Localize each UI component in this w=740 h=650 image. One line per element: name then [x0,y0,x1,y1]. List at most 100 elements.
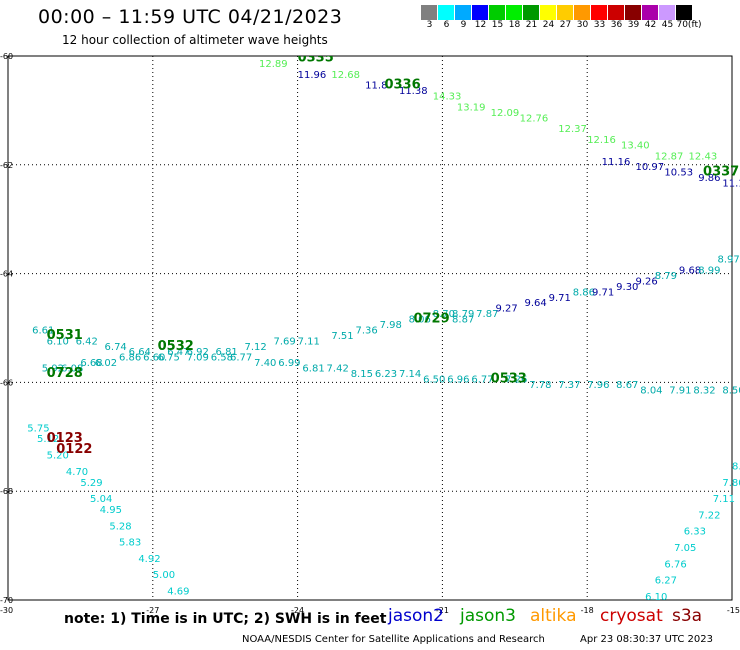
swh-value-label: 6.92 [187,347,209,358]
swh-value-label: 8.15 [351,369,373,380]
pass-time-label: 0729 [413,312,449,327]
swh-value-label: 8.67 [616,380,638,391]
colorbar-swatch [455,5,472,20]
swh-value-label: 7.05 [674,543,696,554]
pass-time-label: 0123 [47,431,83,446]
swh-value-label: 6.10 [645,592,667,603]
colorbar-swatch [506,5,523,20]
pass-time-label: 0122 [56,442,92,457]
colorbar-label: 15 [491,20,504,30]
pass-time-label: 0336 [384,78,420,93]
swh-value-label: 8.08 [732,461,740,472]
pass-time-label: 0728 [47,366,83,381]
swh-value-label: 7.11 [713,494,735,505]
swh-value-label: 7.51 [331,331,353,342]
swh-value-label: 11.13 [722,179,740,190]
swh-value-label: 12.37 [558,124,587,135]
swh-value-label: 12.76 [520,113,549,124]
swh-value-label: 7.14 [399,369,421,380]
colorbar-label: 70(ft) [676,20,702,30]
swh-value-label: 6.47 [167,347,189,358]
lat-tick-label: -60 [0,52,13,61]
swh-value-label: 6.60 [143,353,165,364]
swh-value-label: 12.09 [491,108,520,119]
lat-tick-label: -70 [0,596,13,605]
swh-value-label: 9.27 [495,304,517,315]
swh-value-label: 6.96 [447,374,469,385]
swh-value-label: 4.92 [138,554,160,565]
satellite-legend-jason3: jason3 [460,606,516,626]
colorbar-swatch [472,5,489,20]
swh-value-label: 5.28 [109,521,131,532]
swh-value-label: 6.81 [302,364,324,375]
lon-tick-label: -15 [727,606,740,615]
swh-value-label: 6.08 [61,364,83,375]
swh-value-label: 12.16 [587,135,616,146]
swh-value-label: 9.30 [616,282,638,293]
pass-time-label: 0337 [703,165,739,180]
swh-value-label: 6.99 [278,358,300,369]
pass-time-label: 0533 [491,371,527,386]
colorbar-swatch [659,5,676,20]
footer-credit: NOAA/NESDIS Center for Satellite Applica… [242,634,545,645]
swh-value-label: 7.96 [587,380,609,391]
satellite-legend-altika: altika [530,606,577,626]
lat-tick-label: -64 [0,270,13,279]
swh-value-label: 8.50 [722,385,740,396]
lat-tick-label: -66 [0,378,13,387]
pass-time-label: 0531 [47,328,83,343]
colorbar-swatch [625,5,642,20]
swh-value-label: 6.23 [375,369,397,380]
swh-value-label: 13.40 [621,140,650,151]
swh-value-label: 7.98 [380,320,402,331]
swh-value-label: 7.09 [187,353,209,364]
swh-value-label: 9.68 [679,266,701,277]
swh-value-label: 6.81 [216,347,238,358]
colorbar-label: 39 [627,20,640,30]
swh-value-label: 9.71 [592,287,614,298]
colorbar-swatch [608,5,625,20]
swh-value-label: 7.69 [273,336,295,347]
swh-value-label: 6.33 [684,527,706,538]
swh-value-label: 13.19 [457,102,486,113]
swh-value-label: 6.77 [471,374,493,385]
swh-value-label: 6.10 [47,336,69,347]
swh-value-label: 8.86 [573,287,595,298]
swh-value-label: 7.87 [476,309,498,320]
swh-value-label: 6.27 [655,576,677,587]
colorbar-swatch [676,5,693,20]
colorbar-label: 9 [460,20,467,30]
note-text: note: 1) Time is in UTC; 2) SWH is in fe… [64,611,387,627]
satellite-legend-jason2: jason2 [388,606,444,626]
swh-value-label: 4.95 [100,505,122,516]
colorbar-label: 21 [525,20,538,30]
swh-value-label: 5.00 [153,570,175,581]
colorbar-labels: 3 6 9 12 15 18 21 24 27 30 33 36 39 42 45 70(ft) [421,20,702,30]
swh-value-label: 5.29 [80,478,102,489]
colorbar [421,5,693,20]
colorbar-swatch [574,5,591,20]
swh-value-label: 8.99 [698,266,720,277]
map-frame [7,55,733,601]
swh-value-label: 6.50 [423,374,445,385]
swh-value-label: 6.66 [216,636,238,647]
swh-value-label: 8.87 [452,315,474,326]
map-subtitle: 12 hour collection of altimeter wave hei… [62,33,328,47]
swh-value-label: 11.96 [298,70,327,81]
colorbar-label: 30 [576,20,589,30]
colorbar-label: 33 [593,20,606,30]
colorbar-label: 18 [508,20,521,30]
swh-value-label: 7.12 [245,342,267,353]
colorbar-swatch [591,5,608,20]
lon-tick-label: -24 [291,606,304,615]
swh-value-label: 5.92 [42,364,64,375]
swh-value-label: 7.40 [254,358,276,369]
swh-value-label: 4.70 [66,467,88,478]
swh-value-label: 10.97 [635,162,664,173]
swh-value-label: 5.20 [47,451,69,462]
pass-time-label: 0335 [298,50,334,65]
swh-value-label: 7.26 [505,374,527,385]
satellite-legend-s3a: s3a [672,606,703,626]
colorbar-swatch [489,5,506,20]
swh-value-label: 9.86 [698,173,720,184]
